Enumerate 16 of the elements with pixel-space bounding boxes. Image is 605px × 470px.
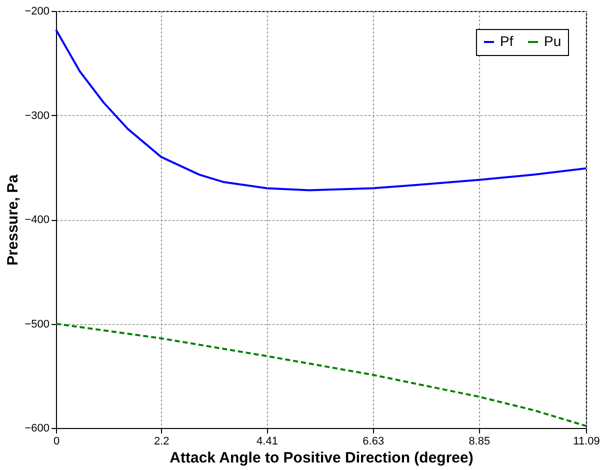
y-tick-label: −500 bbox=[24, 318, 50, 330]
line-series bbox=[55, 28, 587, 192]
x-tick-label: 8.85 bbox=[468, 436, 490, 448]
x-tick-label: 6.63 bbox=[362, 436, 384, 448]
y-tick-label: −200 bbox=[24, 6, 50, 18]
x-axis-title: Attack Angle to Positive Direction (degree) bbox=[170, 450, 474, 466]
y-tick-label: −300 bbox=[24, 110, 50, 122]
x-tick-label: 11.09 bbox=[573, 436, 600, 448]
legend-label: Pf bbox=[500, 33, 514, 49]
y-axis-title: Pressure, Pa bbox=[4, 174, 22, 266]
y-tick-label: −600 bbox=[24, 422, 50, 434]
x-tick-label: 4.41 bbox=[256, 436, 278, 448]
legend-label: Pu bbox=[544, 33, 562, 49]
y-tick-label: −400 bbox=[24, 214, 50, 226]
x-tick-label: 0 bbox=[53, 436, 60, 448]
x-tick-label: 2.2 bbox=[154, 436, 170, 448]
